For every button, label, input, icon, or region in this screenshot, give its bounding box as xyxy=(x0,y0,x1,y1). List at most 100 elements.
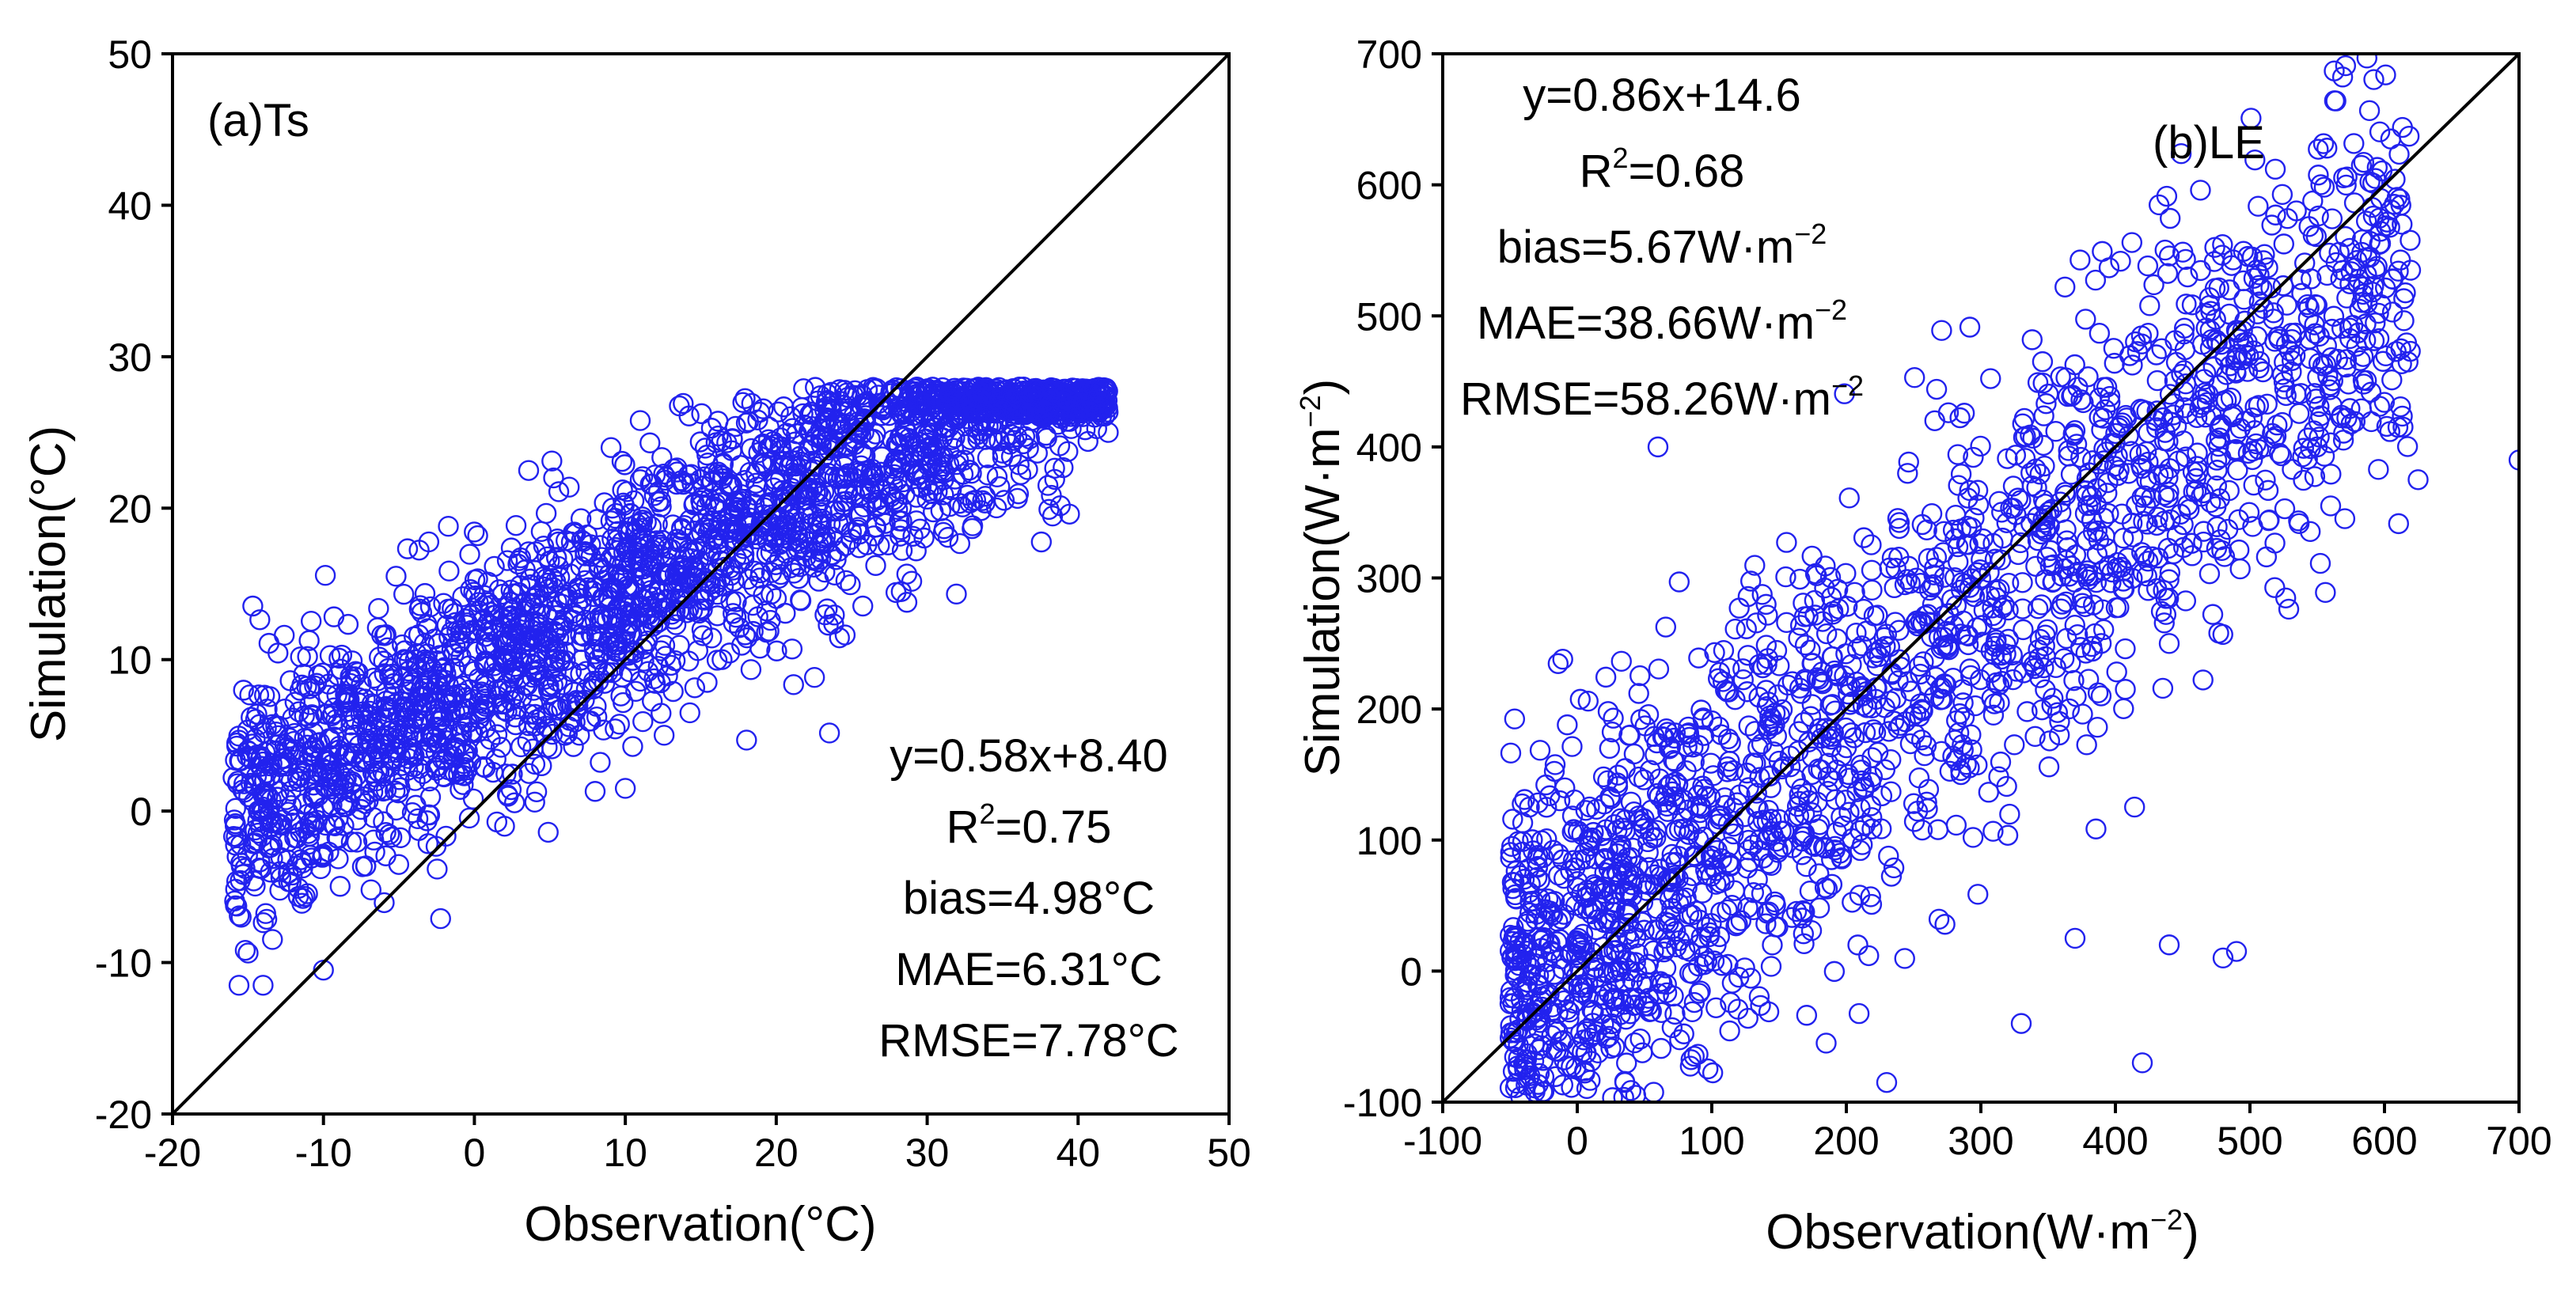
data-point-ts xyxy=(825,549,847,570)
data-point-le xyxy=(1821,849,1842,870)
data-point-le xyxy=(1610,840,1631,862)
data-point-ts xyxy=(315,814,336,836)
data-point-le xyxy=(1792,826,1813,847)
data-point-le xyxy=(1963,446,1984,468)
data-point-le xyxy=(2012,598,2033,619)
data-point-le xyxy=(2202,604,2224,625)
data-point-ts xyxy=(865,555,886,576)
data-point-le xyxy=(1945,595,1967,616)
data-point-ts xyxy=(544,655,565,676)
data-point-ts xyxy=(892,471,914,493)
data-point-le xyxy=(2077,366,2099,388)
data-point-ts xyxy=(248,745,269,767)
data-point-le xyxy=(2064,614,2085,636)
data-point-ts xyxy=(397,681,419,703)
data-point-le xyxy=(1927,819,1949,840)
data-point-le xyxy=(1826,821,1847,843)
data-point-le xyxy=(1598,983,1620,1005)
data-point-le xyxy=(1969,533,1990,555)
data-point-le xyxy=(1923,564,1944,585)
data-point-le xyxy=(1641,1000,1662,1022)
data-point-le xyxy=(1885,558,1906,579)
data-point-le xyxy=(2327,348,2348,370)
data-point-le xyxy=(2300,521,2321,543)
data-point-le xyxy=(2212,390,2234,412)
data-point-ts xyxy=(375,845,396,866)
data-point-le xyxy=(1667,868,1689,889)
data-point-le xyxy=(2281,361,2302,383)
data-point-ts xyxy=(741,438,762,460)
data-point-le xyxy=(2206,516,2228,537)
data-point-le xyxy=(2185,468,2206,490)
data-point-ts xyxy=(673,392,694,415)
data-point-ts xyxy=(1010,464,1032,486)
data-point-le xyxy=(2281,329,2303,350)
data-point-le xyxy=(1613,1086,1634,1102)
data-point-le xyxy=(2076,734,2097,756)
stat-equation-ts: y=0.58x+8.40 xyxy=(890,730,1168,782)
data-point-ts xyxy=(837,463,859,484)
data-point-ts xyxy=(840,574,861,596)
data-point-le xyxy=(2172,513,2194,536)
y-tick-label-le: 0 xyxy=(1400,949,1422,994)
data-point-ts xyxy=(816,431,838,453)
data-point-le xyxy=(1792,900,1814,922)
data-point-le xyxy=(1813,836,1834,858)
ticks-ts xyxy=(161,52,1231,1125)
data-point-le xyxy=(1524,953,1546,975)
data-point-le xyxy=(2225,438,2247,460)
data-point-le xyxy=(1680,1049,1702,1070)
data-point-le xyxy=(2313,176,2335,198)
data-point-le xyxy=(2087,682,2109,703)
data-point-ts xyxy=(262,929,283,950)
data-point-le xyxy=(2244,419,2266,441)
data-point-le xyxy=(2085,571,2107,593)
data-point-ts xyxy=(695,533,716,555)
data-point-le xyxy=(1531,1035,1553,1056)
data-point-le xyxy=(1853,776,1875,798)
data-point-ts xyxy=(482,761,504,783)
data-point-le xyxy=(1828,598,1849,619)
data-point-le xyxy=(2165,415,2187,437)
data-point-ts xyxy=(355,688,376,710)
data-point-ts xyxy=(360,879,382,900)
data-point-le xyxy=(2099,385,2121,407)
data-point-le xyxy=(2096,377,2118,398)
data-point-le xyxy=(1951,572,1973,593)
data-point-le xyxy=(2363,69,2384,90)
data-point-le xyxy=(2304,466,2326,487)
data-point-le xyxy=(1910,611,1932,632)
data-point-ts xyxy=(754,455,776,477)
data-point-le xyxy=(1788,627,1809,649)
stat-rmse-le: RMSE=58.26W·m−2 xyxy=(1460,369,1864,425)
data-point-le xyxy=(2013,662,2035,684)
data-point-le xyxy=(1610,650,1632,673)
data-point-le xyxy=(2098,257,2120,278)
data-point-ts xyxy=(818,439,840,460)
data-point-le xyxy=(1959,658,1981,680)
data-point-ts xyxy=(700,417,723,439)
data-point-ts xyxy=(588,631,610,653)
data-point-ts xyxy=(392,666,414,688)
data-point-le xyxy=(1844,582,1865,604)
data-point-le xyxy=(2158,934,2180,956)
data-point-le xyxy=(2271,445,2293,467)
data-point-le xyxy=(1989,691,2010,714)
data-point-le xyxy=(2272,275,2294,297)
data-point-ts xyxy=(340,669,362,690)
data-point-ts xyxy=(1077,430,1098,453)
data-point-le xyxy=(1673,1023,1694,1044)
data-point-ts xyxy=(243,774,265,796)
data-point-le xyxy=(1655,786,1677,807)
data-point-le xyxy=(2087,716,2108,738)
data-point-ts xyxy=(397,726,419,747)
data-point-le xyxy=(2204,237,2225,258)
data-point-le xyxy=(1838,801,1860,823)
data-point-le xyxy=(1922,593,1944,616)
data-point-ts xyxy=(605,718,626,740)
data-point-ts xyxy=(865,423,886,445)
data-point-ts xyxy=(1034,381,1056,403)
data-point-ts xyxy=(445,612,466,634)
data-point-ts xyxy=(374,892,395,914)
data-point-ts xyxy=(618,645,639,666)
